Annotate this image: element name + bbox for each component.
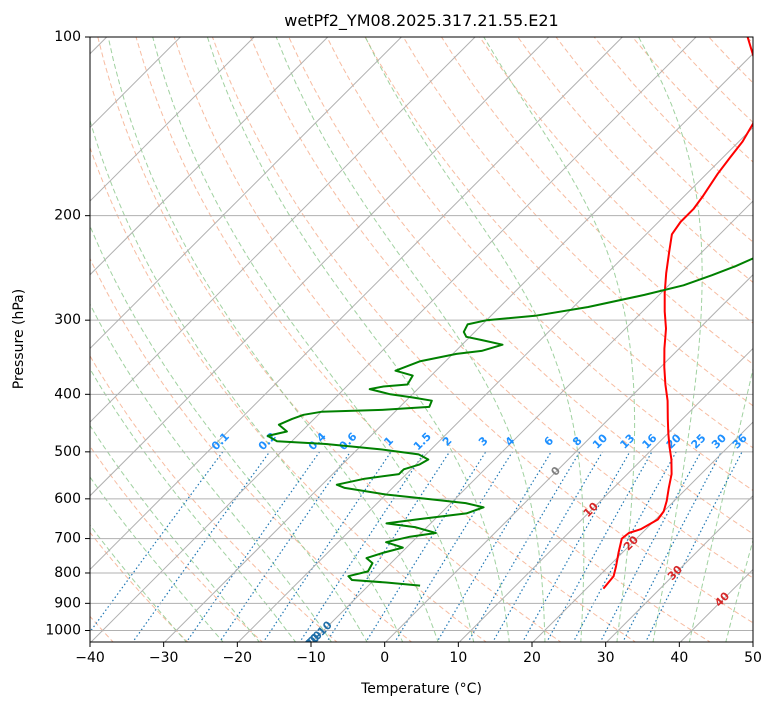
dry-adiabat-line [326,37,753,492]
moist-adiabat-line [688,366,753,642]
moist-adiabat-line [638,37,703,642]
dry-adiabats [90,37,753,642]
plot-area: -100-90-80-70-60-50-40-30-20-100.10.20.4… [90,37,753,654]
dry-adiabat-label: -20 [299,631,322,654]
moist-adiabat-line [90,118,404,642]
x-tick-label: 10 [449,650,467,666]
y-tick-label: 900 [54,595,81,611]
dry-adiabat-label: -30 [299,631,322,654]
dry-adiabat-label: -90 [299,631,322,654]
dry-adiabat-line [135,37,637,642]
mixing-ratio-line [645,451,743,642]
isotherm-line [90,37,402,350]
plot-frame [89,36,754,643]
mixing-ratio-lines [90,451,743,642]
moist-adiabat-line [364,37,585,642]
series-lines [266,37,753,590]
moist-adiabat-line [90,424,260,642]
dry-adiabat-label: -80 [299,631,322,654]
y-tick-label: 600 [54,491,81,507]
mixing-ratio-line [262,451,392,642]
isotherm-line [90,37,255,202]
x-tick-label: −30 [149,650,179,666]
x-tick-label: 40 [670,650,688,666]
isotherm-line [90,37,476,423]
mixing-ratio-line [522,451,631,642]
mixing-ratio-line [546,451,653,642]
moist-adiabat-line [152,37,475,642]
sounding-line [602,37,753,590]
isotherm-line [606,495,753,642]
mixing-ratio-line [90,451,224,633]
isotherm-line [532,421,753,642]
dry-adiabat-line [90,354,338,642]
y-tick-label: 300 [54,312,81,328]
x-axis-ticks: −40 −30 −20 −10 0 10 20 30 40 50 [75,642,762,666]
y-tick-label: 200 [54,208,81,224]
dry-adiabat-line [402,37,753,407]
mixing-ratio-line [599,451,702,642]
x-tick-label: 50 [744,650,762,666]
moist-adiabat-line [275,37,546,642]
isotherm-line [90,37,697,642]
dry-adiabat-line [173,37,711,642]
moist-adiabats [90,37,753,642]
moist-adiabat-line [206,37,510,642]
y-tick-label: 800 [54,565,81,581]
x-tick-label: −40 [75,650,105,666]
y-tick-label: 100 [54,29,81,45]
x-tick-label: −10 [296,650,326,666]
isotherm-line [90,37,623,571]
x-tick-label: 30 [597,650,615,666]
x-tick-label: −20 [223,650,253,666]
dry-adiabat-line [90,445,264,642]
moist-adiabat-line [725,538,753,642]
moist-adiabat-line [90,224,368,642]
dry-adiabat-label: -40 [299,631,322,654]
x-tick-label: 0 [380,650,389,666]
isotherm-line [90,37,329,276]
dry-adiabat-label: -60 [299,631,322,654]
dry-adiabat-line [250,37,753,579]
y-tick-label: 400 [54,386,81,402]
chart-title: wetPf2_YM08.2025.317.21.55.E21 [284,11,558,31]
dry-adiabat-line [97,37,562,642]
isotherm-line [385,274,753,642]
y-axis-label: Pressure (hPa) [11,289,27,389]
mixing-ratio-line [218,451,351,642]
isotherm-line [90,37,550,497]
isotherm-line [458,347,753,642]
mixing-ratio-line [365,451,487,642]
dry-adiabat-line [211,37,753,624]
y-tick-label: 700 [54,531,81,547]
isotherm-line [311,200,753,642]
isotherm-line [237,126,753,642]
moist-adiabat-line [483,37,636,642]
moist-adiabat-line [90,303,332,642]
dry-adiabat-label: -70 [299,631,322,654]
sounding-line [266,257,753,587]
isotherm-gridlines [90,37,753,642]
dry-adiabat-label: -50 [299,631,322,654]
y-axis-ticks: 100 200 300 400 500 600 700 800 900 1000 [45,29,90,639]
dry-adiabat-line [441,37,753,365]
y-tick-label: 1000 [45,623,81,639]
y-tick-label: 500 [54,444,81,460]
dry-adiabat-line [517,37,753,283]
mixing-ratio-line [132,451,271,642]
x-axis-label: Temperature (°C) [360,681,482,697]
dry-adiabat-line [90,146,487,642]
mixing-ratio-line [572,451,677,642]
mixing-ratio-line [185,451,321,642]
isobar-gridlines [90,37,753,631]
x-tick-label: 20 [523,650,541,666]
mixing-ratio-line [436,451,552,642]
moist-adiabat-line [107,37,439,642]
mixing-ratio-line [326,451,451,642]
isotherm-line [164,53,753,642]
dry-adiabat-line [90,531,189,642]
